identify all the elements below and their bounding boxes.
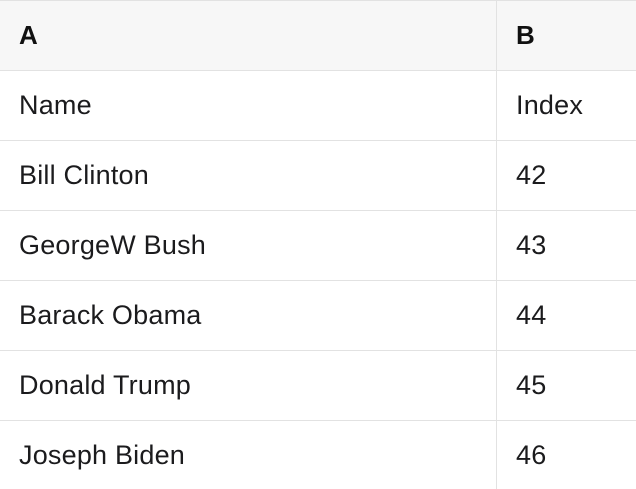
cell-name[interactable]: Name — [0, 71, 497, 140]
cell-name[interactable]: Joseph Biden — [0, 421, 497, 489]
column-header-a[interactable]: A — [0, 1, 497, 70]
cell-text: 42 — [516, 160, 547, 190]
cell-index[interactable]: 45 — [497, 351, 636, 420]
cell-text: Name — [19, 90, 92, 120]
table-row: Bill Clinton 42 — [0, 141, 636, 211]
cell-name[interactable]: GeorgeW Bush — [0, 211, 497, 280]
cell-text: Barack Obama — [19, 300, 202, 330]
column-header-b-label: B — [516, 20, 535, 50]
column-header-a-label: A — [19, 20, 38, 50]
table-row: Donald Trump 45 — [0, 351, 636, 421]
cell-name[interactable]: Bill Clinton — [0, 141, 497, 210]
cell-text: Index — [516, 90, 584, 120]
cell-index[interactable]: 44 — [497, 281, 636, 350]
column-header-row: A B — [0, 1, 636, 71]
column-header-b[interactable]: B — [497, 1, 636, 70]
table-row: Name Index — [0, 71, 636, 141]
cell-text: 44 — [516, 300, 547, 330]
cell-text: GeorgeW Bush — [19, 230, 206, 260]
cell-text: Donald Trump — [19, 370, 191, 400]
cell-index[interactable]: 46 — [497, 421, 636, 489]
cell-text: Joseph Biden — [19, 440, 186, 470]
cell-name[interactable]: Barack Obama — [0, 281, 497, 350]
cell-index[interactable]: 42 — [497, 141, 636, 210]
cell-text: 46 — [516, 440, 547, 470]
cell-index[interactable]: 43 — [497, 211, 636, 280]
cell-name[interactable]: Donald Trump — [0, 351, 497, 420]
cell-text: 43 — [516, 230, 547, 260]
table-row: Joseph Biden 46 — [0, 421, 636, 489]
cell-index[interactable]: Index — [497, 71, 636, 140]
cell-text: Bill Clinton — [19, 160, 149, 190]
cell-text: 45 — [516, 370, 547, 400]
table-row: GeorgeW Bush 43 — [0, 211, 636, 281]
table-row: Barack Obama 44 — [0, 281, 636, 351]
